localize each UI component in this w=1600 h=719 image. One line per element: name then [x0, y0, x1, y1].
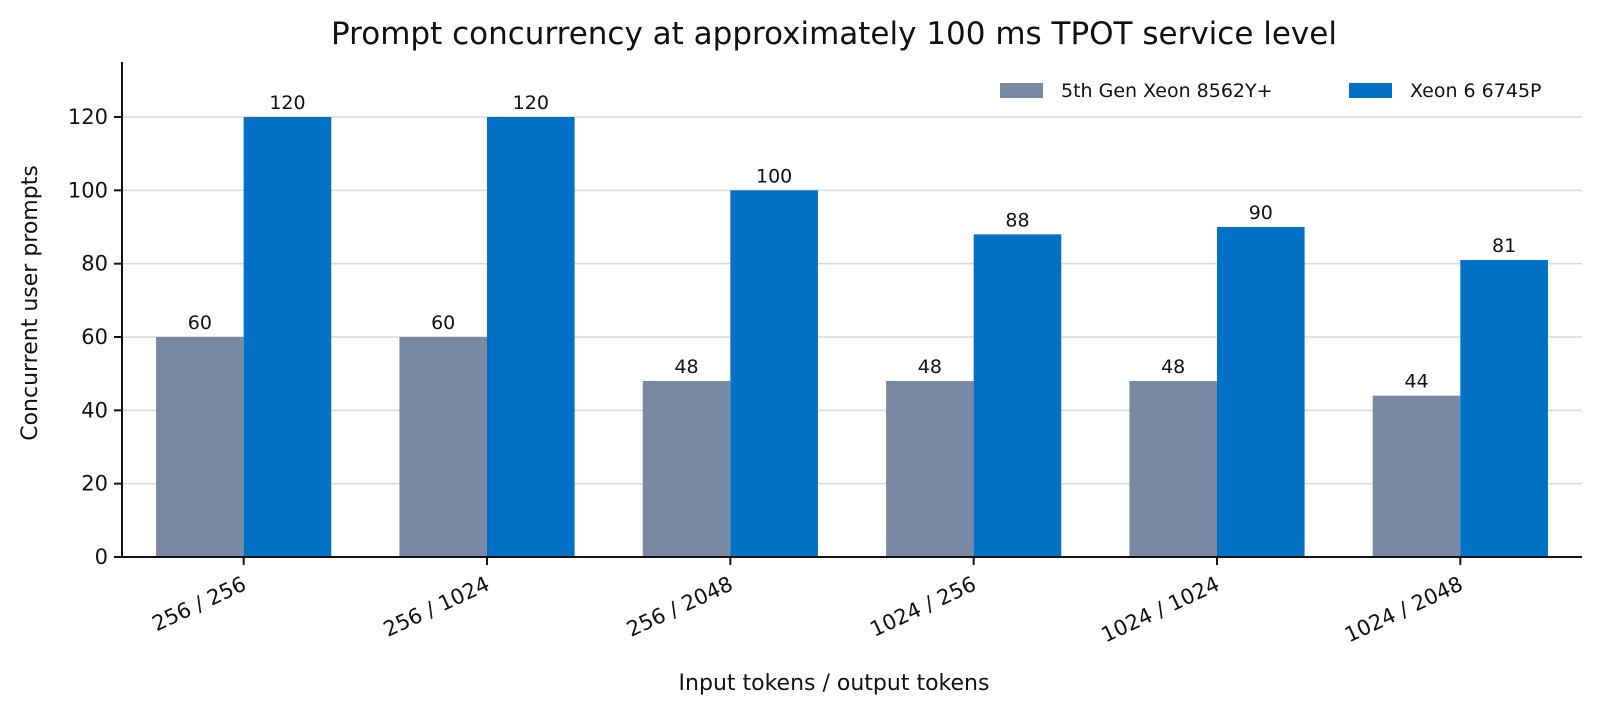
data-label-5th-gen-xeon-8562y-1024-1024: 48 — [1161, 356, 1185, 378]
x-tick-label-1024-256: 1024 / 256 — [866, 572, 979, 642]
data-label-xeon-6-6745p-256-256: 120 — [269, 92, 305, 114]
data-label-5th-gen-xeon-8562y-1024-2048: 44 — [1404, 371, 1428, 393]
x-tick-label-256-1024: 256 / 1024 — [380, 572, 493, 642]
y-tick-label-40: 40 — [81, 398, 108, 422]
y-tick-label-20: 20 — [81, 472, 108, 496]
data-label-xeon-6-6745p-1024-1024: 90 — [1249, 202, 1273, 224]
y-tick-label-120: 120 — [68, 105, 108, 129]
data-label-5th-gen-xeon-8562y-256-1024: 60 — [431, 312, 455, 334]
bar-xeon-6-6745p-1024-2048 — [1460, 260, 1548, 557]
x-tick-label-256-256: 256 / 256 — [148, 572, 249, 636]
x-axis-ticks: 256 / 256 256 / 1024 256 / 2048 1024 / 256 1… — [148, 557, 1466, 647]
y-tick-label-80: 80 — [81, 252, 108, 276]
data-label-5th-gen-xeon-8562y-256-256: 60 — [188, 312, 212, 334]
bar-xeon-6-6745p-1024-1024 — [1217, 227, 1305, 557]
legend-swatch-5th-gen-xeon — [1000, 83, 1043, 98]
y-axis-label: Concurrent user prompts — [18, 165, 43, 441]
data-label-xeon-6-6745p-1024-2048: 81 — [1492, 235, 1516, 257]
y-axis-ticks: 0 20 40 60 80 100 120 — [68, 105, 122, 569]
data-label-xeon-6-6745p-256-2048: 100 — [756, 165, 792, 187]
x-tick-label-1024-1024: 1024 / 1024 — [1098, 572, 1224, 648]
gridlines — [122, 116, 1582, 485]
bar-5th-gen-xeon-8562y-1024-2048 — [1372, 395, 1461, 557]
data-label-xeon-6-6745p-256-1024: 120 — [513, 92, 549, 114]
legend-label-xeon-6: Xeon 6 6745P — [1410, 80, 1542, 102]
bar-xeon-6-6745p-256-2048 — [730, 190, 818, 558]
legend-label-5th-gen-xeon: 5th Gen Xeon 8562Y+ — [1061, 80, 1273, 102]
data-labels: 60 120 60 120 48 100 48 88 48 90 44 81 — [188, 92, 1516, 393]
bars — [156, 117, 1548, 558]
bar-xeon-6-6745p-256-1024 — [487, 117, 575, 557]
y-tick-label-0: 0 — [95, 545, 108, 569]
bar-xeon-6-6745p-1024-256 — [973, 234, 1062, 558]
x-tick-label-1024-2048: 1024 / 2048 — [1341, 572, 1467, 648]
legend: 5th Gen Xeon 8562Y+ Xeon 6 6745P — [1000, 80, 1542, 102]
bar-5th-gen-xeon-8562y-256-256 — [156, 337, 244, 557]
chart-title: Prompt concurrency at approximately 100 … — [331, 16, 1337, 52]
legend-swatch-xeon-6 — [1349, 83, 1392, 98]
x-tick-label-256-2048: 256 / 2048 — [623, 572, 736, 642]
y-tick-label-100: 100 — [68, 178, 108, 202]
data-label-xeon-6-6745p-1024-256: 88 — [1005, 209, 1029, 231]
bar-5th-gen-xeon-8562y-256-2048 — [642, 381, 731, 557]
bar-5th-gen-xeon-8562y-1024-256 — [886, 381, 974, 557]
axes — [121, 62, 1582, 558]
x-axis-label: Input tokens / output tokens — [679, 671, 990, 696]
data-label-5th-gen-xeon-8562y-256-2048: 48 — [674, 356, 698, 378]
bar-xeon-6-6745p-256-256 — [243, 117, 332, 557]
data-label-5th-gen-xeon-8562y-1024-256: 48 — [918, 356, 942, 378]
bar-5th-gen-xeon-8562y-1024-1024 — [1129, 381, 1217, 557]
y-tick-label-60: 60 — [81, 325, 108, 349]
bar-5th-gen-xeon-8562y-256-1024 — [399, 337, 487, 557]
